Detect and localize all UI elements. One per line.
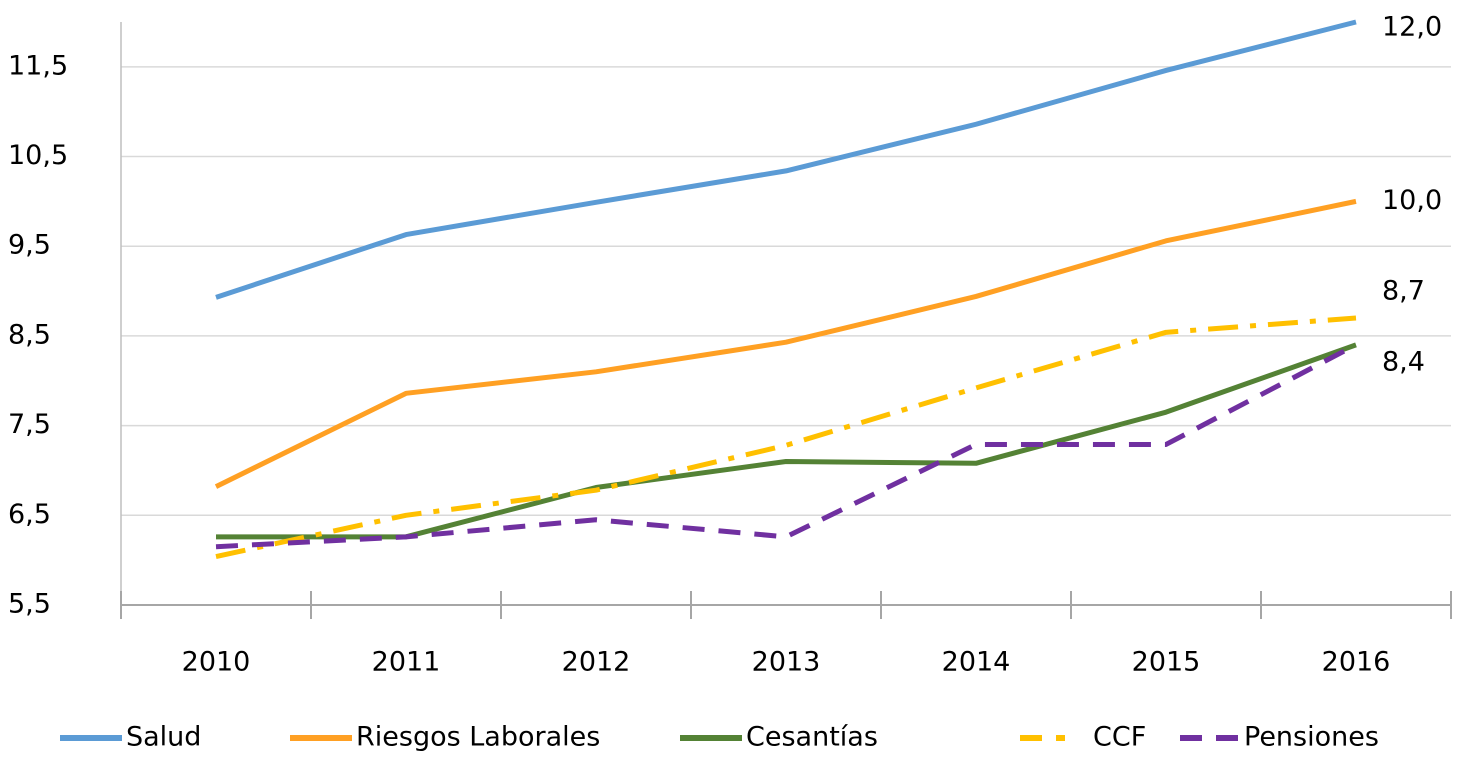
data-label: 10,0 <box>1382 185 1442 216</box>
x-tick-label: 2012 <box>562 647 631 678</box>
data-label: 8,4 <box>1382 346 1425 377</box>
x-tick-label: 2011 <box>372 647 441 678</box>
y-tick-label: 6,5 <box>8 499 51 530</box>
y-tick-label: 8,5 <box>8 319 51 350</box>
series-line <box>215 19 1357 300</box>
x-tick-label: 2016 <box>1322 647 1391 678</box>
data-label: 12,0 <box>1382 12 1442 43</box>
x-tick-label: 2014 <box>942 647 1011 678</box>
y-tick-label: 9,5 <box>8 230 51 261</box>
x-tick-label: 2010 <box>182 647 251 678</box>
y-tick-label: 10,5 <box>8 140 68 171</box>
data-label: 8,7 <box>1382 275 1425 306</box>
series-line <box>216 342 1357 540</box>
legend-label: CCF <box>1093 722 1146 753</box>
legend-label: Riesgos Laborales <box>356 722 600 753</box>
x-tick-label: 2013 <box>752 647 821 678</box>
y-tick-label: 7,5 <box>8 409 51 440</box>
legend-label: Cesantías <box>746 722 878 753</box>
series-line <box>215 342 1358 550</box>
series-line <box>214 198 1357 489</box>
legend-label: Salud <box>126 722 201 753</box>
y-tick-label: 5,5 <box>8 589 51 620</box>
x-tick-label: 2015 <box>1132 647 1201 678</box>
legend-label: Pensiones <box>1244 722 1379 753</box>
series-line <box>215 315 1357 560</box>
y-tick-label: 11,5 <box>8 50 68 81</box>
